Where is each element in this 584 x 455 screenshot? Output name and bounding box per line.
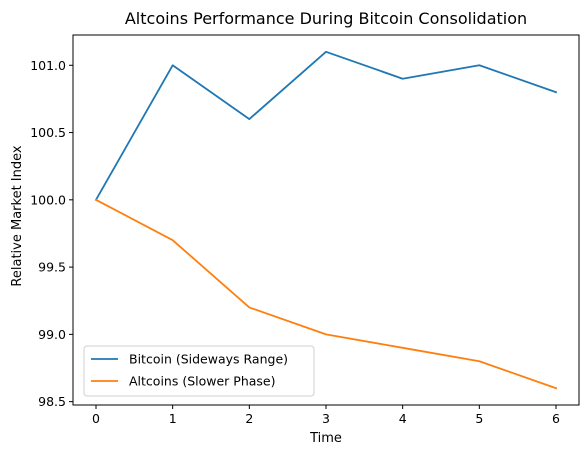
legend-label-1: Bitcoin (Sideways Range): [129, 352, 288, 367]
y-axis-label: Relative Market Index: [10, 145, 25, 286]
x-tick-label: 4: [399, 411, 407, 426]
x-tick-label: 3: [322, 411, 330, 426]
y-tick-label: 99.5: [38, 260, 66, 275]
x-tick-label: 1: [169, 411, 177, 426]
y-tick-label: 100.5: [30, 125, 66, 140]
legend-box: [83, 345, 315, 397]
plot-area: 0 1 2 3 4 5 6 98.5 99.0 99.5 100.0 100.5 101.0 Bitcoi…: [30, 34, 580, 426]
y-tick-label: 99.0: [38, 327, 66, 342]
series-line-1: [94, 50, 558, 202]
legend-label-2: Altcoins (Slower Phase): [129, 374, 275, 389]
x-tick-label: 2: [245, 411, 253, 426]
chart-title: Altcoins Performance During Bitcoin Cons…: [125, 9, 527, 28]
series-line-2: [94, 198, 558, 390]
x-tick-label: 0: [92, 411, 100, 426]
x-tick-label: 6: [552, 411, 560, 426]
x-axis-label: Time: [309, 431, 342, 446]
y-tick-label: 101.0: [30, 58, 66, 73]
y-tick-label: 100.0: [30, 192, 66, 207]
y-tick-label: 98.5: [38, 394, 66, 409]
x-tick-label: 5: [475, 411, 483, 426]
